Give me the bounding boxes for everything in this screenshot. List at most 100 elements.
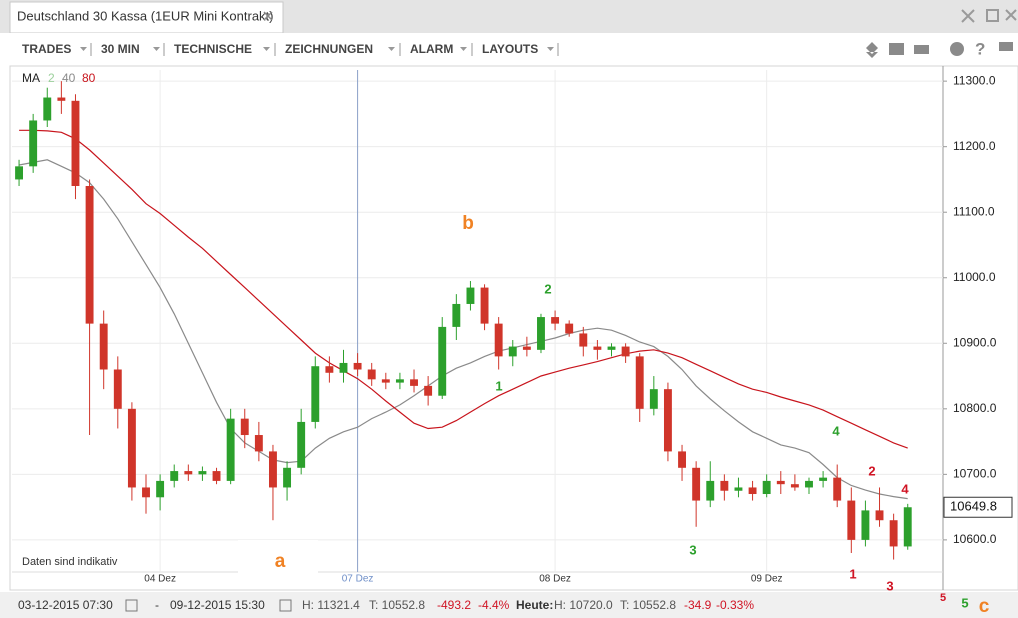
ma-label: MA [22, 71, 40, 85]
y-tick-label: 11200.0 [953, 139, 996, 153]
annotation: 5 [961, 595, 968, 610]
close-tab[interactable] [263, 11, 273, 21]
toolbar-item[interactable]: TRADES [22, 42, 71, 56]
candle-body [621, 346, 630, 357]
candle-body [579, 333, 588, 347]
candle-body [184, 471, 193, 475]
candle-body [903, 507, 912, 547]
candle-body [57, 97, 66, 101]
toolbar-icons: ? [866, 39, 1013, 58]
status-today-high: H: 10720.0 [554, 598, 613, 612]
candle-body [720, 480, 729, 491]
image-icon[interactable] [889, 43, 904, 55]
toolbar-items: TRADES 30 MIN TECHNISCHE ZEICHNUNGEN ALARM LA… [22, 42, 559, 56]
annotation: 5 [940, 592, 946, 604]
candle-body [212, 471, 221, 481]
dropdown-arrow [547, 47, 554, 51]
candle-body [311, 366, 320, 422]
candle-body [875, 510, 884, 521]
candle-body [410, 379, 418, 386]
toolbar-item[interactable]: ZEICHNUNGEN [285, 42, 373, 56]
candle-body [889, 520, 898, 547]
status-high: H: 11321.4 [302, 598, 360, 612]
candle-body [748, 487, 757, 495]
chat-icon[interactable] [999, 42, 1013, 51]
expand-icon[interactable] [961, 9, 975, 23]
candle-body [240, 418, 249, 436]
status-dash: - [155, 598, 159, 612]
toolbar [0, 33, 1018, 65]
popout-icon[interactable] [986, 9, 999, 22]
x-tick-label: 08 Dez [539, 574, 571, 585]
last-price: 10649.8 [950, 499, 997, 514]
annotation: 3 [689, 542, 696, 557]
candle-body [508, 346, 517, 357]
toolbar-item[interactable]: ALARM [410, 42, 453, 56]
y-tick-label: 11000.0 [953, 270, 996, 284]
candle-body [127, 408, 136, 488]
candle-body [649, 389, 658, 409]
candle-body [438, 326, 447, 396]
candle-body [805, 480, 813, 488]
calendar-icon[interactable] [279, 599, 292, 612]
dropdown-arrow [460, 47, 467, 51]
status-start: 03-12-2015 07:30 [18, 598, 113, 612]
status-low: T: 10552.8 [369, 598, 425, 612]
candle-body [819, 477, 828, 481]
status-today-change-pct: -0.33% [716, 598, 754, 612]
candle-body [565, 323, 574, 334]
candle-body [847, 500, 856, 540]
help-icon[interactable]: ? [975, 39, 985, 58]
candle-body [452, 303, 461, 327]
ma-line [19, 129, 908, 449]
ma-line [18, 159, 908, 500]
layers-icon[interactable] [866, 42, 878, 58]
status-items: 03-12-2015 07:30 -09-12-2015 15:30 H: 1132… [18, 598, 754, 612]
calendar-icon[interactable] [125, 599, 138, 612]
print-icon[interactable] [914, 45, 929, 54]
candle-body [269, 451, 277, 488]
y-tick-label: 10700.0 [953, 467, 997, 481]
candle-body [113, 369, 122, 409]
candle-body [494, 323, 503, 357]
tab[interactable] [9, 1, 284, 34]
candle-body [593, 346, 602, 350]
toolbar-item[interactable]: LAYOUTS [482, 42, 538, 56]
candle-body [537, 317, 545, 350]
candle-body [678, 451, 686, 468]
dropdown-arrow [80, 47, 87, 51]
settings-icon[interactable] [950, 42, 964, 56]
annotation: a [275, 551, 286, 572]
candle-body [71, 100, 80, 186]
annotation: b [462, 213, 474, 234]
legend-entry: 80 [82, 71, 96, 85]
candle-body [367, 369, 376, 380]
status-today-change: -34.9 [684, 598, 712, 612]
candle-body [170, 471, 179, 481]
annotation: 2 [544, 281, 551, 296]
candle-body [29, 120, 38, 167]
candle-body [43, 97, 52, 121]
status-end: 09-12-2015 15:30 [170, 598, 265, 612]
annotation: 2 [868, 463, 875, 478]
close-icon[interactable] [1005, 9, 1017, 21]
y-tick-label: 10600.0 [953, 532, 997, 546]
dropdown-arrow [263, 47, 270, 51]
annotation: 1 [495, 378, 502, 393]
toolbar-item[interactable]: 30 MIN [101, 42, 140, 56]
candle-body [85, 185, 94, 324]
toolbar-item[interactable]: TECHNISCHE [174, 42, 252, 56]
annotation: 4 [901, 481, 909, 496]
x-tick-label: 04 Dez [144, 574, 176, 585]
candle-body [790, 484, 799, 488]
candle-body [15, 166, 24, 180]
candle-body [353, 362, 362, 370]
candle-body [833, 477, 842, 501]
candle-body [254, 435, 263, 452]
annotation: 4 [832, 423, 840, 438]
candle-body [551, 317, 560, 324]
annotation: c [979, 596, 990, 617]
candle-body [861, 510, 870, 540]
